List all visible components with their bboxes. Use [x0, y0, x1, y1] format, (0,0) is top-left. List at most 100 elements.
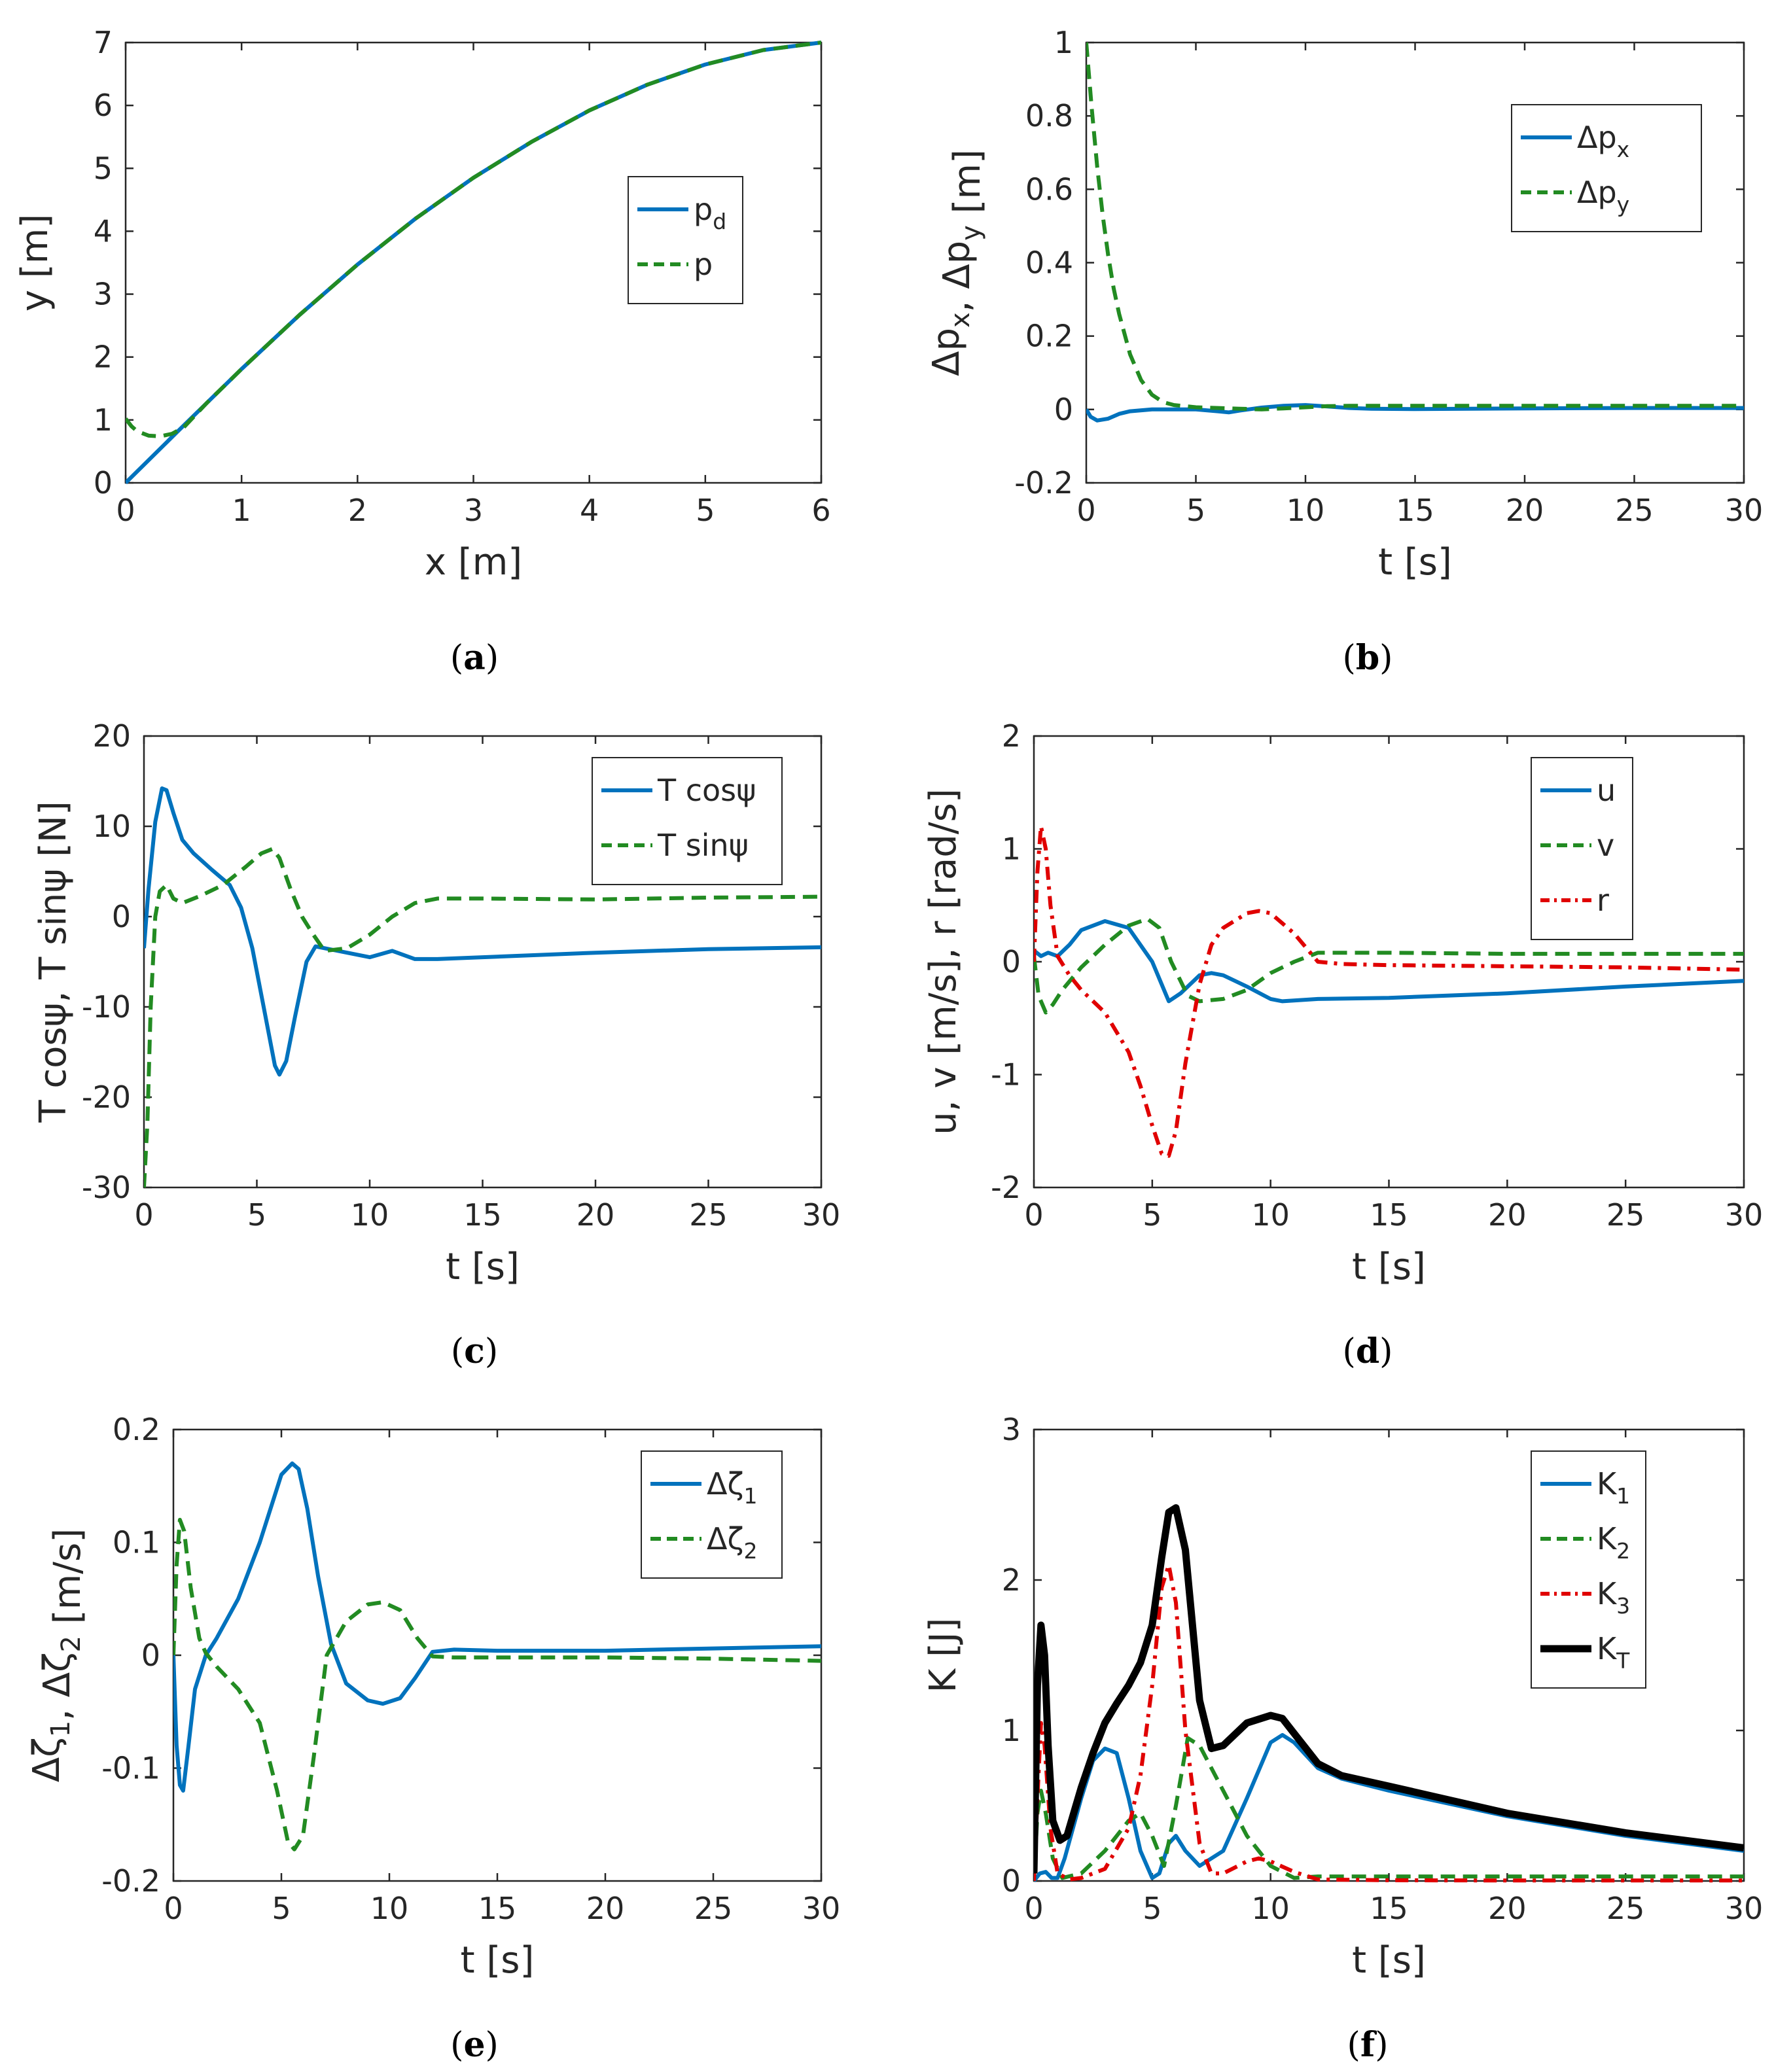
x-tick-label: 30 [1725, 493, 1764, 528]
x-tick-label: 0 [1076, 493, 1095, 528]
x-tick-label: 20 [1488, 1891, 1527, 1926]
y-tick-label: 0.8 [1025, 98, 1073, 133]
y-tick-label: -0.1 [101, 1751, 160, 1786]
x-axis-label: t [s] [461, 1939, 535, 1982]
legend-label: Δpx [1577, 120, 1629, 162]
y-tick-label: 2 [1002, 1562, 1021, 1598]
x-tick-label: 5 [1186, 493, 1205, 528]
y-tick-label: 0.2 [113, 1412, 160, 1447]
plot-area-d [1033, 735, 1745, 1189]
chart-c: 0 5 10 15 20 25 30 -30 -20 -10 0 10 20 t [s] T cosψ, T… [32, 718, 841, 1288]
y-tick-label: 0 [1054, 392, 1073, 427]
chart-panel-c: 0 5 10 15 20 25 30 -30 -20 -10 0 10 20 t [s] T cosψ, T… [0, 694, 887, 1387]
y-tick-label: 0 [94, 465, 113, 500]
y-tick-label: 1 [94, 402, 113, 438]
y-tick-label: 0 [1002, 944, 1021, 979]
x-tick-label: 5 [247, 1197, 266, 1233]
caption-a: (a) [450, 638, 499, 678]
y-tick-label: 2 [1002, 718, 1021, 754]
x-tick-label: 30 [802, 1891, 841, 1926]
y-tick-label: 0 [141, 1638, 160, 1673]
y-tick-label: 3 [1002, 1412, 1021, 1447]
y-tick-label: 5 [94, 150, 113, 186]
series-line-b-Δpx [1086, 403, 1744, 423]
chart-panel-a: 0 1 2 3 4 5 6 0 1 2 3 4 5 6 7 x [m] y [m] pd p [0, 0, 887, 694]
x-tick-label: 6 [811, 493, 830, 528]
caption-b: (b) [1342, 638, 1393, 678]
legend-label: v [1597, 828, 1614, 863]
series-line-e-Δζ1 [173, 1461, 821, 1793]
y-tick-label: -0.2 [1014, 465, 1073, 500]
y-tick-label: 1 [1054, 25, 1073, 60]
series-line-d-r [1034, 824, 1744, 1158]
caption-b-letter: b [1355, 638, 1380, 678]
legend-label: r [1597, 883, 1609, 918]
y-tick-label: 0.2 [1025, 319, 1073, 354]
x-tick-label: 5 [696, 493, 715, 528]
y-tick-label: 4 [94, 213, 113, 249]
legend-label: Δpy [1577, 175, 1629, 217]
y-tick-label: -2 [991, 1170, 1021, 1205]
chart-panel-b: 0 5 10 15 20 25 30 -0.2 0 0.2 0.4 0.6 0.8 1 t [s] Δpx, … [887, 0, 1774, 694]
y-tick-label: 0 [112, 899, 131, 934]
y-tick-label: 0 [1002, 1863, 1021, 1899]
legend-label: K3 [1597, 1576, 1630, 1619]
legend-label: Δζ1 [707, 1466, 758, 1509]
x-tick-label: 0 [1024, 1891, 1043, 1926]
x-tick-label: 10 [370, 1891, 409, 1926]
caption-d-letter: d [1355, 1331, 1380, 1371]
y-tick-label: 3 [94, 277, 113, 312]
x-tick-label: 30 [802, 1197, 841, 1233]
x-tick-label: 10 [1251, 1197, 1290, 1233]
series-line-d-v [1034, 917, 1744, 1015]
chart-b: 0 5 10 15 20 25 30-0.200.20.40.60.81t [s]Δpx, … [925, 25, 1764, 584]
chart-panel-d: 0 5 10 15 20 25 30 -2 -1 0 1 2 t [s] u, v [m/s], r [r… [887, 694, 1774, 1387]
series-line-f-K3 [1034, 1563, 1744, 1883]
y-tick-label: 0.1 [113, 1525, 160, 1560]
legend-box-c [592, 757, 783, 885]
y-tick-label: 2 [94, 340, 113, 375]
legend-label: K2 [1597, 1521, 1630, 1564]
legend-label: u [1597, 773, 1616, 808]
y-axis-label: Δpx, Δpy [m] [925, 149, 989, 376]
y-tick-label: 20 [92, 718, 131, 754]
chart-panel-e: 0 5 10 15 20 25 30 -0.2 -0.1 0 0.1 0.2 t [s] Δζ1, Δζ2… [0, 1387, 887, 2072]
legend-box-b [1511, 104, 1702, 232]
x-tick-label: 25 [1615, 493, 1654, 528]
x-tick-label: 0 [164, 1891, 183, 1926]
x-tick-label: 15 [1370, 1197, 1408, 1233]
caption-f-letter: f [1360, 2025, 1375, 2065]
x-tick-label: 0 [116, 493, 135, 528]
x-tick-label: 0 [134, 1197, 153, 1233]
caption-d: (d) [1342, 1331, 1393, 1371]
x-tick-label: 20 [586, 1891, 625, 1926]
x-tick-label: 1 [232, 493, 251, 528]
legend-label: K1 [1597, 1466, 1630, 1509]
y-tick-label: 0.4 [1025, 245, 1073, 281]
y-tick-label: 6 [94, 88, 113, 123]
y-tick-label: -1 [991, 1057, 1021, 1093]
y-tick-label: 1 [1002, 1713, 1021, 1748]
caption-e-letter: e [463, 2025, 486, 2065]
x-tick-label: 25 [694, 1891, 733, 1926]
x-tick-label: 30 [1725, 1891, 1764, 1926]
caption-e: (e) [450, 2025, 499, 2065]
y-tick-label: 7 [94, 25, 113, 60]
x-tick-label: 4 [580, 493, 599, 528]
x-axis-label: t [s] [1352, 1246, 1426, 1288]
x-tick-label: 20 [1488, 1197, 1527, 1233]
y-tick-label: 0.6 [1025, 171, 1073, 207]
y-tick-label: 1 [1002, 832, 1021, 867]
y-tick-label: -30 [82, 1170, 131, 1205]
legend-label: pd [694, 192, 726, 234]
series-line-b-Δpy [1086, 42, 1744, 412]
legend-label: KT [1597, 1631, 1630, 1674]
y-axis-label: K [J] [922, 1618, 965, 1693]
y-tick-label: -0.2 [101, 1863, 160, 1899]
x-tick-label: 5 [1143, 1197, 1162, 1233]
x-tick-label: 15 [1396, 493, 1434, 528]
series-line-c-Tsinψ [144, 847, 821, 1188]
y-tick-label: -10 [82, 989, 131, 1025]
legend-label: Δζ2 [707, 1521, 758, 1564]
